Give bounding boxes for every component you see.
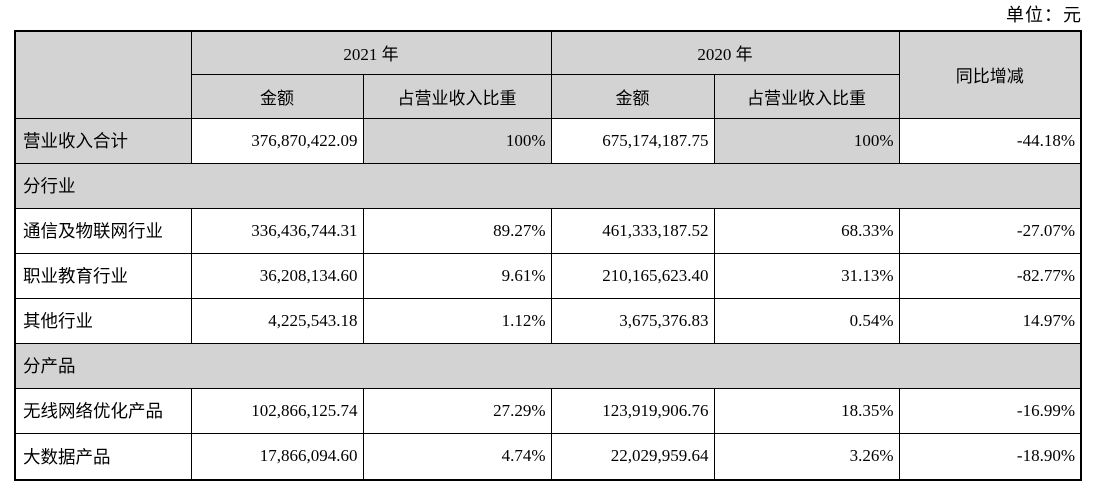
ratio-2020-cell: 100% bbox=[713, 117, 900, 164]
amount-2021-cell: 17,866,094.60 bbox=[190, 432, 364, 481]
yoy-cell: 14.97% bbox=[898, 297, 1082, 344]
ratio-2021-cell: 27.29% bbox=[362, 387, 552, 434]
header-category-cell bbox=[14, 30, 192, 119]
amount-2020-cell: 22,029,959.64 bbox=[550, 432, 715, 481]
ratio-2021-cell: 89.27% bbox=[362, 207, 552, 254]
amount-2021-cell: 336,436,744.31 bbox=[190, 207, 364, 254]
ratio-2021-cell: 4.74% bbox=[362, 432, 552, 481]
ratio-2021-cell: 1.12% bbox=[362, 297, 552, 344]
row-label: 通信及物联网行业 bbox=[14, 207, 192, 254]
table-row-communication-iot: 通信及物联网行业 336,436,744.31 89.27% 461,333,1… bbox=[14, 207, 1082, 254]
ratio-2020-cell: 3.26% bbox=[713, 432, 900, 481]
yoy-cell: -27.07% bbox=[898, 207, 1082, 254]
table-row-wireless-network-optimization: 无线网络优化产品 102,866,125.74 27.29% 123,919,9… bbox=[14, 387, 1082, 434]
ratio-2021-cell: 9.61% bbox=[362, 252, 552, 299]
amount-2020-cell: 675,174,187.75 bbox=[550, 117, 715, 164]
header-amount-2020: 金额 bbox=[550, 73, 715, 119]
ratio-2020-cell: 18.35% bbox=[713, 387, 900, 434]
row-label: 大数据产品 bbox=[14, 432, 192, 481]
revenue-breakdown-table: 2021 年 2020 年 同比增减 金额 占营业收入比重 金额 占营业收入比重… bbox=[14, 30, 1082, 481]
yoy-cell: -18.90% bbox=[898, 432, 1082, 481]
section-row-by-industry: 分行业 bbox=[14, 162, 1082, 209]
row-label: 其他行业 bbox=[14, 297, 192, 344]
header-row-metrics: 金额 占营业收入比重 金额 占营业收入比重 bbox=[15, 73, 1081, 119]
row-label: 营业收入合计 bbox=[14, 117, 192, 164]
table-row-big-data-products: 大数据产品 17,866,094.60 4.74% 22,029,959.64 … bbox=[14, 432, 1082, 481]
ratio-2020-cell: 68.33% bbox=[713, 207, 900, 254]
amount-2021-cell: 376,870,422.09 bbox=[190, 117, 364, 164]
section-label: 分行业 bbox=[14, 162, 1082, 209]
row-label: 职业教育行业 bbox=[14, 252, 192, 299]
ratio-2020-cell: 0.54% bbox=[713, 297, 900, 344]
table-row-total-revenue: 营业收入合计 376,870,422.09 100% 675,174,187.7… bbox=[14, 117, 1082, 164]
amount-2021-cell: 102,866,125.74 bbox=[190, 387, 364, 434]
header-yoy: 同比增减 bbox=[898, 30, 1082, 119]
row-label: 无线网络优化产品 bbox=[14, 387, 192, 434]
header-year-2021: 2021 年 bbox=[190, 30, 552, 75]
section-label: 分产品 bbox=[14, 342, 1082, 389]
amount-2020-cell: 461,333,187.52 bbox=[550, 207, 715, 254]
unit-label: 单位：元 bbox=[1006, 5, 1082, 25]
section-row-by-product: 分产品 bbox=[14, 342, 1082, 389]
amount-2020-cell: 210,165,623.40 bbox=[550, 252, 715, 299]
header-amount-2021: 金额 bbox=[190, 73, 364, 119]
yoy-cell: -44.18% bbox=[898, 117, 1082, 164]
amount-2020-cell: 123,919,906.76 bbox=[550, 387, 715, 434]
header-ratio-2020: 占营业收入比重 bbox=[713, 73, 900, 119]
yoy-cell: -82.77% bbox=[898, 252, 1082, 299]
ratio-2020-cell: 31.13% bbox=[713, 252, 900, 299]
table-row-vocational-education: 职业教育行业 36,208,134.60 9.61% 210,165,623.4… bbox=[14, 252, 1082, 299]
yoy-cell: -16.99% bbox=[898, 387, 1082, 434]
table-row-other-industries: 其他行业 4,225,543.18 1.12% 3,675,376.83 0.5… bbox=[14, 297, 1082, 344]
amount-2021-cell: 36,208,134.60 bbox=[190, 252, 364, 299]
header-year-2020: 2020 年 bbox=[550, 30, 900, 75]
header-row-years: 2021 年 2020 年 同比增减 bbox=[14, 30, 1082, 119]
ratio-2021-cell: 100% bbox=[362, 117, 552, 164]
header-ratio-2021: 占营业收入比重 bbox=[362, 73, 552, 119]
amount-2021-cell: 4,225,543.18 bbox=[190, 297, 364, 344]
amount-2020-cell: 3,675,376.83 bbox=[550, 297, 715, 344]
